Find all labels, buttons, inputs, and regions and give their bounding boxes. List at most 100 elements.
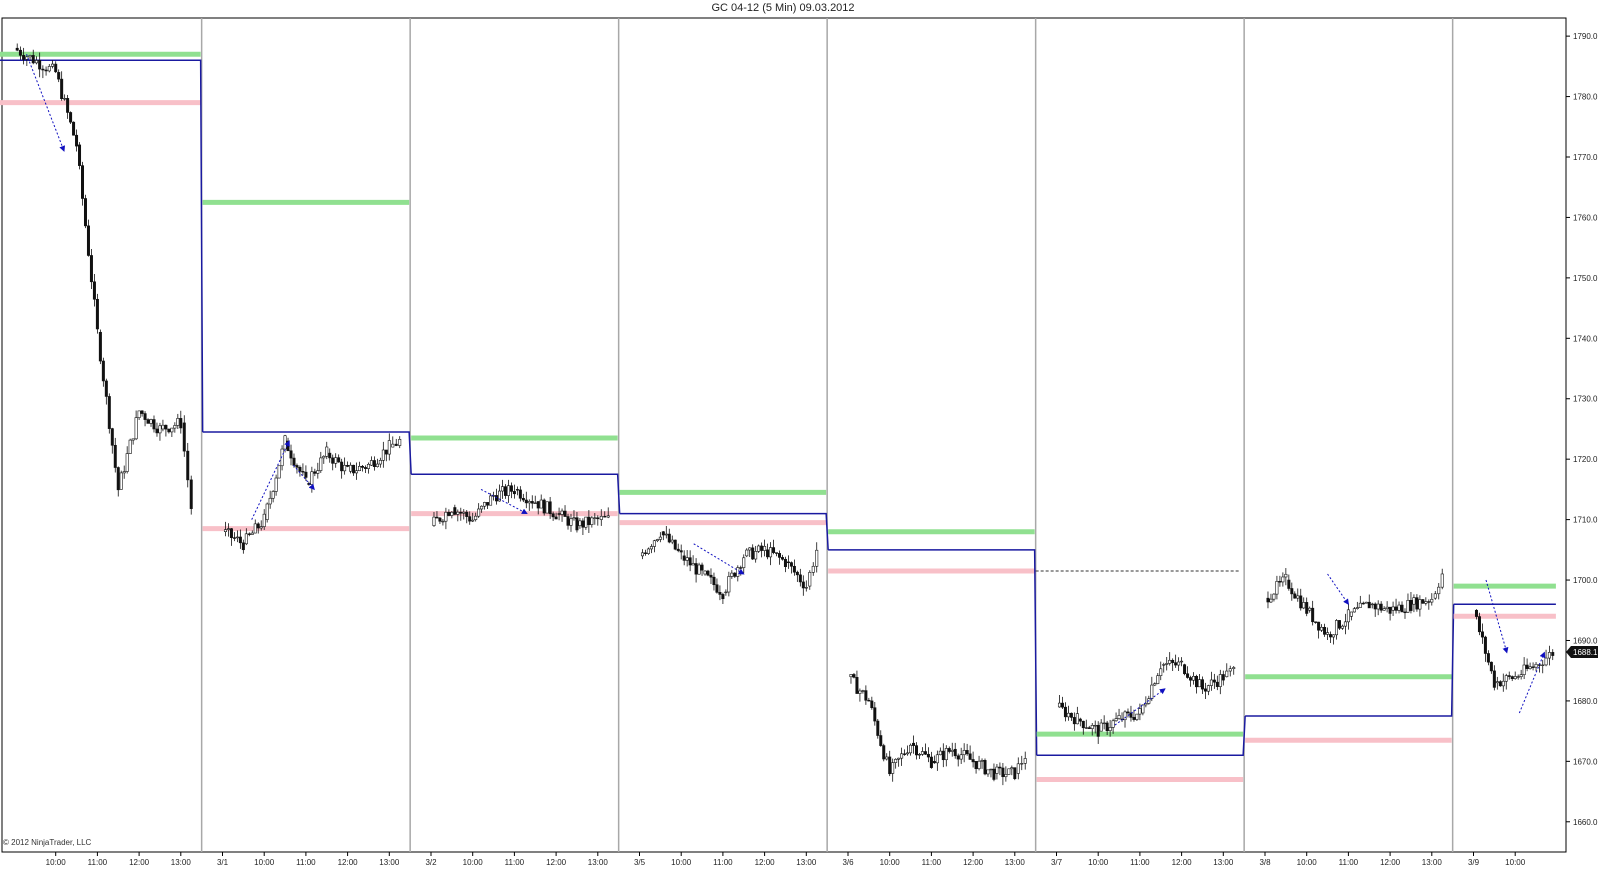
candle-body: [1332, 634, 1336, 638]
copyright-text: © 2012 NinjaTrader, LLC: [3, 838, 92, 847]
candle-body: [444, 511, 448, 522]
candle-body: [855, 677, 859, 694]
candle-body: [1531, 666, 1535, 668]
trend-arrow: [1485, 579, 1509, 654]
candle-body: [1544, 657, 1548, 666]
x-tick-label: 11:00: [88, 858, 108, 867]
candle-body: [1102, 722, 1106, 725]
plot-frame: [1, 17, 1567, 853]
candle-body: [50, 63, 54, 67]
candle-body: [986, 769, 990, 775]
candle-body: [363, 467, 367, 469]
candle-body: [706, 570, 710, 576]
candle-body: [125, 453, 129, 472]
candle-body: [962, 750, 966, 756]
candle-body: [1373, 603, 1377, 610]
candle-body: [733, 572, 737, 577]
candle-body: [95, 298, 99, 330]
candle-body: [894, 758, 898, 763]
candle-body: [480, 505, 484, 510]
x-tick-label: 11:00: [1130, 858, 1150, 867]
trend-arrow: [251, 440, 290, 520]
candle-body: [1385, 606, 1389, 609]
candle-body: [1355, 607, 1359, 609]
pivot-line: [619, 512, 829, 550]
candle-body: [1099, 722, 1103, 732]
candle-body: [1010, 767, 1014, 770]
y-tick-label: 1710.0: [1573, 516, 1598, 525]
y-tick-label: 1790.0: [1573, 32, 1598, 41]
candle-body: [146, 419, 150, 424]
candle-body: [1418, 599, 1422, 610]
candle-body: [158, 425, 162, 434]
x-tick-label: 13:00: [1005, 858, 1026, 867]
candle-body: [1403, 611, 1407, 614]
candle-body: [891, 762, 895, 774]
candle-body: [1129, 712, 1133, 718]
candle-body: [1156, 675, 1160, 684]
x-tick-label: 10:00: [1088, 858, 1109, 867]
candle-body: [980, 760, 984, 762]
candle-body: [1126, 711, 1130, 714]
candle-body: [655, 539, 659, 542]
candle-body: [1225, 670, 1229, 678]
pivot-line: [0, 59, 204, 432]
candle-body: [870, 700, 874, 709]
x-tick-label: 10:00: [254, 858, 275, 867]
candle-body: [1388, 606, 1392, 614]
y-tick-label: 1720.0: [1573, 455, 1598, 464]
candle-body: [134, 417, 138, 440]
candle-body: [328, 452, 332, 459]
candle-body: [394, 443, 398, 446]
candle-body: [603, 515, 607, 518]
candle-body: [769, 547, 773, 558]
candle-body: [739, 567, 743, 569]
candle-body: [110, 428, 114, 446]
candle-body: [241, 542, 245, 551]
candle-body: [435, 516, 439, 519]
candle-body: [1020, 763, 1024, 765]
candle-body: [1174, 662, 1178, 666]
candle-body: [325, 446, 329, 457]
candle-body: [1308, 607, 1312, 611]
candle-body: [98, 331, 102, 362]
y-tick-label: 1700.0: [1573, 576, 1598, 585]
candle-body: [1477, 616, 1481, 633]
candle-body: [1412, 597, 1416, 605]
candle-body: [1087, 727, 1091, 729]
candle-body: [173, 425, 177, 429]
candle-body: [450, 511, 454, 516]
candle-body: [852, 674, 856, 678]
candle-body: [378, 460, 382, 465]
candle-body: [265, 503, 269, 520]
candle-body: [149, 419, 153, 424]
candle-body: [1391, 606, 1395, 611]
candle-body: [1075, 713, 1079, 725]
candle-body: [75, 134, 79, 147]
y-tick-label: 1780.0: [1573, 93, 1598, 102]
candle-body: [587, 516, 591, 525]
candle-body: [1513, 676, 1517, 679]
x-tick-label: 3/9: [1468, 858, 1480, 867]
x-tick-label: 13:00: [1422, 858, 1443, 867]
y-tick-label: 1660.0: [1573, 818, 1598, 827]
candle-body: [1272, 593, 1276, 600]
candle-body: [310, 471, 314, 485]
candle-body: [1474, 609, 1478, 617]
candle-body: [1528, 666, 1532, 669]
candle-body: [1427, 601, 1431, 603]
candle-body: [1510, 676, 1514, 679]
candle-body: [447, 511, 451, 516]
candle-body: [83, 198, 87, 227]
candle-body: [903, 753, 907, 755]
candle-body: [1534, 663, 1538, 668]
candle-body: [1296, 595, 1300, 599]
candle-body: [745, 549, 749, 557]
candle-body: [92, 281, 96, 300]
candle-body: [1340, 625, 1344, 629]
candle-body: [1132, 717, 1136, 720]
candle-body: [596, 517, 600, 520]
candle-body: [1337, 620, 1341, 629]
candle-body: [104, 380, 108, 397]
